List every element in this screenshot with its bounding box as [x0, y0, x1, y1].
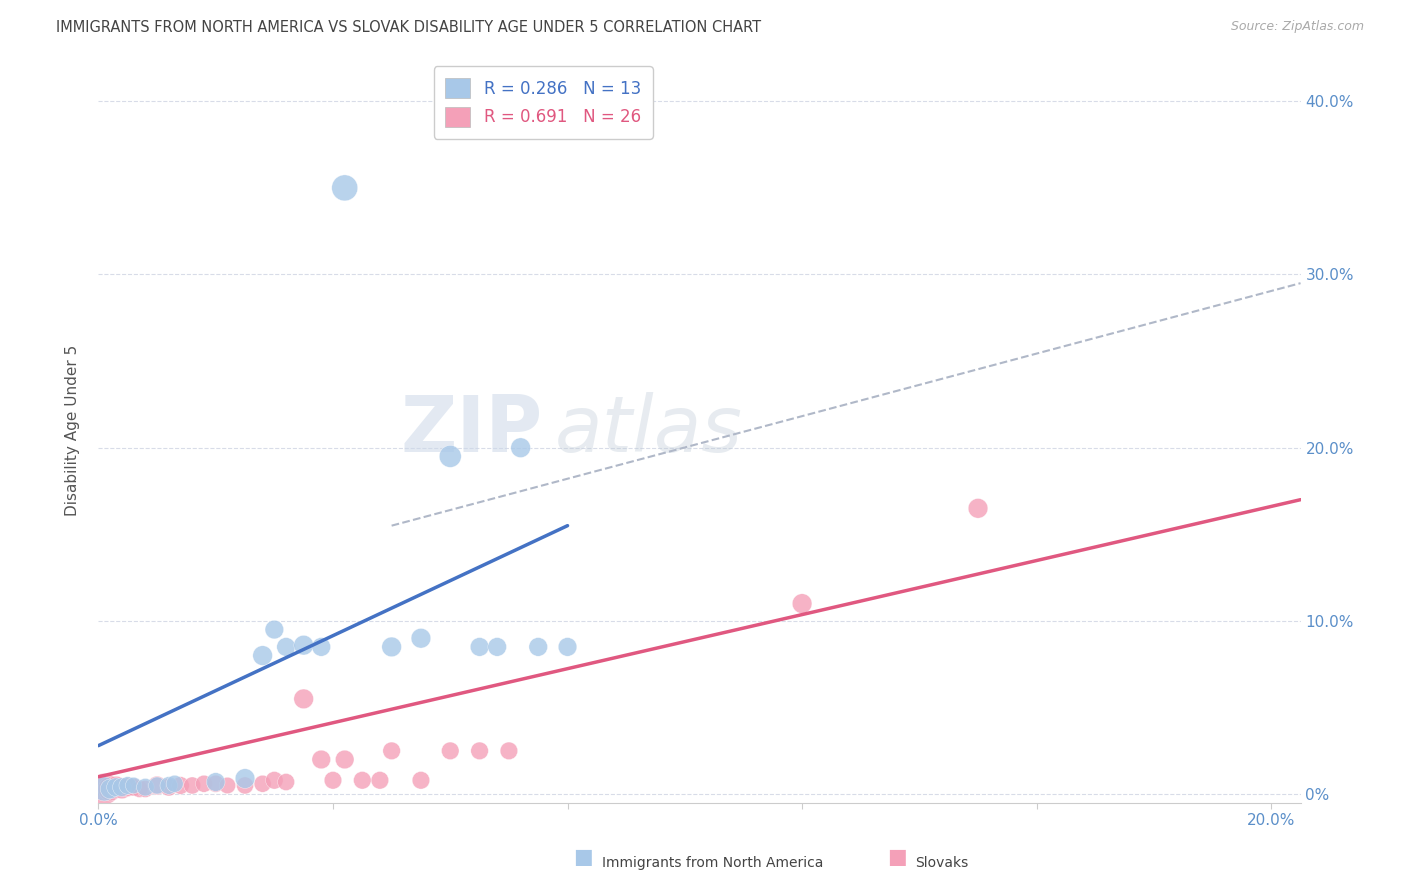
Point	[122, 780, 145, 795]
Point	[309, 752, 332, 766]
Point	[128, 781, 150, 796]
Point	[134, 781, 156, 796]
Point	[439, 450, 461, 464]
Point	[381, 640, 404, 654]
Point	[117, 780, 139, 795]
Point	[468, 744, 491, 758]
Point	[93, 781, 115, 796]
Point	[292, 638, 315, 652]
Point	[322, 773, 344, 788]
Point	[157, 780, 180, 795]
Text: ■: ■	[574, 847, 593, 867]
Point	[105, 780, 128, 795]
Text: Immigrants from North America: Immigrants from North America	[602, 855, 823, 870]
Point	[98, 781, 121, 796]
Point	[193, 777, 215, 791]
Text: ■: ■	[887, 847, 907, 867]
Point	[93, 781, 115, 796]
Point	[967, 501, 990, 516]
Text: atlas: atlas	[555, 392, 744, 468]
Point	[122, 779, 145, 793]
Point	[352, 773, 374, 788]
Point	[117, 779, 139, 793]
Point	[263, 773, 285, 788]
Point	[509, 441, 531, 455]
Text: IMMIGRANTS FROM NORTH AMERICA VS SLOVAK DISABILITY AGE UNDER 5 CORRELATION CHART: IMMIGRANTS FROM NORTH AMERICA VS SLOVAK …	[56, 20, 762, 35]
Point	[204, 775, 226, 789]
Point	[111, 781, 134, 796]
Point	[557, 640, 579, 654]
Point	[409, 632, 432, 646]
Text: Source: ZipAtlas.com: Source: ZipAtlas.com	[1230, 20, 1364, 33]
Point	[134, 780, 156, 795]
Point	[409, 773, 432, 788]
Point	[498, 744, 520, 758]
Point	[204, 777, 226, 791]
Point	[111, 780, 134, 795]
Point	[263, 623, 285, 637]
Point	[163, 777, 186, 791]
Point	[381, 744, 404, 758]
Point	[368, 773, 391, 788]
Point	[169, 779, 191, 793]
Point	[98, 781, 121, 796]
Point	[105, 780, 128, 795]
Point	[146, 779, 169, 793]
Point	[527, 640, 550, 654]
Point	[157, 779, 180, 793]
Point	[252, 777, 274, 791]
Point	[252, 648, 274, 663]
Point	[217, 779, 239, 793]
Point	[233, 772, 256, 786]
Point	[274, 640, 297, 654]
Point	[292, 691, 315, 706]
Point	[146, 779, 169, 793]
Point	[333, 752, 356, 766]
Text: ZIP: ZIP	[401, 392, 543, 468]
Point	[790, 597, 813, 611]
Point	[439, 744, 461, 758]
Text: Slovaks: Slovaks	[915, 855, 969, 870]
Point	[233, 779, 256, 793]
Y-axis label: Disability Age Under 5: Disability Age Under 5	[65, 345, 80, 516]
Point	[333, 181, 356, 195]
Point	[486, 640, 509, 654]
Legend: R = 0.286   N = 13, R = 0.691   N = 26: R = 0.286 N = 13, R = 0.691 N = 26	[433, 66, 652, 138]
Point	[274, 775, 297, 789]
Point	[181, 779, 204, 793]
Point	[309, 640, 332, 654]
Point	[468, 640, 491, 654]
